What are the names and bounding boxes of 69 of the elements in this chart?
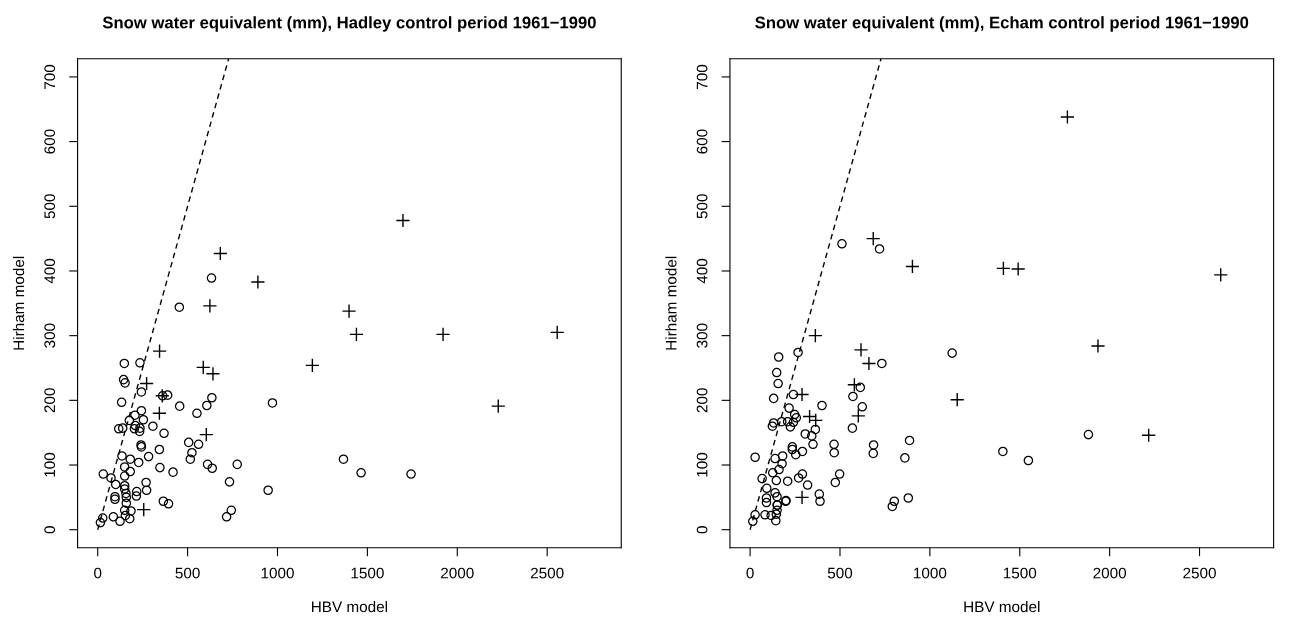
point — [1213, 267, 1229, 283]
x-tick-label: 0 — [94, 567, 102, 579]
x-tick-label: 2000 — [441, 567, 474, 579]
y-tick-label: 100 — [696, 452, 708, 477]
point — [851, 408, 866, 424]
point — [1060, 109, 1075, 125]
point — [395, 213, 411, 228]
point — [808, 328, 823, 343]
x-tick-label: 2000 — [1093, 567, 1127, 579]
y-axis-title: Hirham model — [665, 256, 677, 350]
point — [250, 274, 266, 290]
x-tick-label: 500 — [827, 567, 853, 579]
chart-title: Snow water equivalent (mm), Hadley control period 1961−1990 — [102, 16, 596, 32]
x-axis-title: HBV model — [964, 600, 1040, 613]
y-tick-label: 600 — [44, 129, 56, 154]
point — [808, 413, 823, 428]
point — [152, 343, 167, 359]
y-tick-label: 500 — [44, 194, 56, 219]
y-tick-label: 0 — [696, 526, 708, 534]
point — [136, 502, 152, 517]
x-tick-label: 1500 — [1003, 567, 1037, 579]
y-tick-label: 700 — [696, 64, 708, 89]
y-tick-label: 400 — [44, 258, 56, 284]
point — [905, 259, 920, 274]
point — [139, 376, 154, 391]
y-tick-label: 600 — [696, 129, 708, 154]
point — [202, 298, 218, 314]
point — [152, 405, 167, 421]
point — [853, 342, 869, 358]
y-tick-label: 700 — [44, 64, 56, 89]
y-tick-label: 200 — [44, 388, 56, 413]
y-tick-label: 400 — [696, 258, 708, 284]
point — [865, 231, 881, 246]
point — [199, 427, 214, 442]
chart-title: Snow water equivalent (mm), Echam control period 1961−1990 — [755, 16, 1249, 32]
x-tick-label: 1000 — [914, 567, 947, 579]
point — [802, 409, 817, 424]
x-tick-label: 1000 — [261, 567, 294, 579]
y-tick-label: 100 — [44, 452, 56, 477]
y-tick-label: 0 — [44, 526, 56, 534]
point — [794, 387, 810, 402]
x-axis-title: HBV model — [312, 600, 388, 613]
point — [996, 261, 1011, 276]
y-axis-title: Hirham model — [12, 256, 25, 350]
point — [549, 325, 565, 340]
y-tick-label: 300 — [696, 323, 708, 348]
point — [861, 356, 877, 371]
x-tick-label: 0 — [746, 567, 754, 579]
x-tick-label: 2500 — [530, 567, 564, 579]
point — [1010, 261, 1026, 277]
point — [794, 490, 810, 505]
point — [349, 327, 364, 342]
x-tick-label: 2500 — [1183, 567, 1216, 579]
point — [195, 360, 211, 375]
point — [205, 366, 221, 382]
point — [847, 377, 862, 393]
point — [490, 398, 506, 414]
point — [341, 303, 357, 319]
y-tick-label: 500 — [696, 194, 708, 219]
y-tick-label: 200 — [696, 388, 708, 413]
x-tick-label: 1500 — [351, 567, 384, 579]
point — [1090, 338, 1106, 354]
point — [305, 358, 320, 373]
point — [1141, 427, 1156, 443]
x-tick-label: 500 — [175, 567, 200, 579]
y-tick-label: 300 — [44, 323, 56, 348]
point — [435, 327, 451, 342]
point — [949, 392, 965, 407]
point — [213, 246, 228, 261]
